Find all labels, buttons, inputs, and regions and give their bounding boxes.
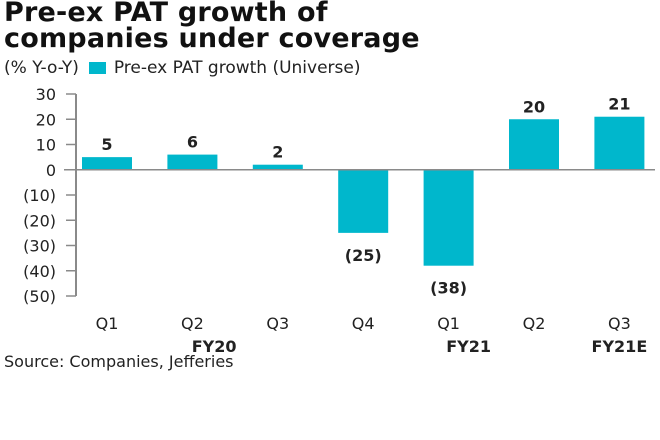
y-tick-label: (20) (23, 211, 56, 230)
y-tick-label: (40) (23, 262, 56, 281)
chart-title-line-2: companies under coverage (4, 23, 420, 54)
source-note: Source: Companies, Jefferies (4, 352, 234, 371)
legend-swatch (88, 62, 106, 74)
y-tick-label: (30) (23, 237, 56, 256)
data-label: 6 (187, 133, 198, 152)
x-tick-label: Q4 (352, 314, 375, 333)
x-tick-label: Q2 (523, 314, 546, 333)
data-label: 21 (608, 95, 630, 114)
x-group-label: FY21E (592, 337, 648, 356)
data-label: (38) (430, 279, 467, 298)
data-label: 5 (101, 135, 112, 154)
x-tick-label: Q1 (437, 314, 460, 333)
x-tick-label: Q3 (608, 314, 631, 333)
bar (594, 116, 645, 170)
chart-subtitle: (% Y-o-Y) Pre-ex PAT growth (Universe) (4, 58, 361, 78)
x-group-label: FY20 (192, 337, 237, 356)
data-label: 2 (272, 143, 283, 162)
y-tick-label: 20 (36, 110, 56, 129)
legend-label: Pre-ex PAT growth (Universe) (113, 58, 361, 78)
chart-title: Pre-ex PAT growth of companies under cov… (4, 0, 420, 52)
chart-title-line-1: Pre-ex PAT growth of (4, 0, 328, 28)
x-tick-label: Q2 (181, 314, 204, 333)
bar (338, 169, 389, 233)
y-tick-label: 10 (36, 136, 56, 155)
bar (423, 169, 474, 266)
y-tick-label: (50) (23, 287, 56, 306)
x-tick-label: Q1 (96, 314, 119, 333)
bar (82, 157, 132, 170)
y-tick-label: (10) (23, 186, 56, 205)
bar (252, 164, 303, 170)
bar (167, 154, 218, 170)
y-axis-unit-label: (% Y-o-Y) (4, 58, 79, 78)
data-label: (25) (345, 246, 382, 265)
bar (509, 119, 559, 170)
data-label: 20 (523, 97, 545, 116)
x-tick-label: Q3 (266, 314, 289, 333)
y-tick-label: 0 (46, 161, 56, 180)
y-tick-label: 30 (36, 85, 56, 104)
x-group-label: FY21 (446, 337, 491, 356)
